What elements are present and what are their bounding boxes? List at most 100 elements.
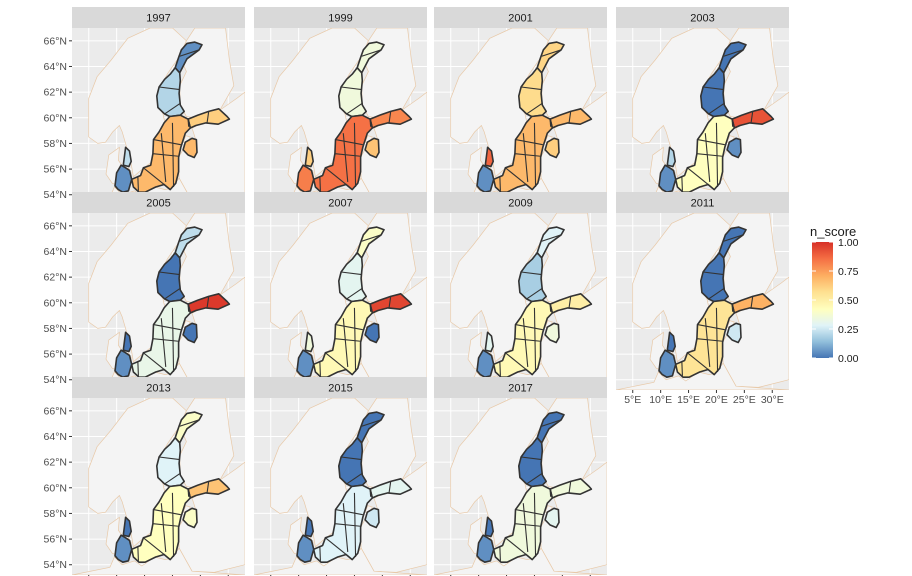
- assessment-unit-boundary: [520, 271, 542, 276]
- assessment-unit-boundary: [697, 324, 725, 331]
- assessment-unit-boundary: [361, 49, 382, 57]
- assessment-unit-boundary: [522, 503, 529, 552]
- assessment-unit-boundary: [499, 176, 501, 191]
- basin-baltic-proper: [674, 114, 736, 193]
- facet-strip-label: 2007: [328, 198, 352, 210]
- assessment-unit-boundary: [171, 122, 175, 188]
- facet-2017: 2017: [434, 377, 607, 575]
- assessment-unit-boundary: [696, 338, 723, 342]
- basin-bothnian-bay: [718, 41, 747, 74]
- basin-belt-sea: [658, 349, 677, 379]
- basin-bothnian-bay: [536, 411, 565, 444]
- basin-baltic-proper: [492, 114, 554, 193]
- basin-gulf-of-riga: [182, 507, 198, 529]
- facet-2001: 2001: [434, 7, 607, 205]
- basin-gulf-of-riga: [364, 507, 380, 529]
- assessment-unit-boundary: [731, 119, 734, 127]
- assessment-unit-boundary: [325, 167, 347, 185]
- basin-kattegat: [304, 331, 315, 353]
- facet-strip: [72, 192, 245, 213]
- assessment-unit-boundary: [549, 304, 552, 312]
- assessment-unit-boundary: [731, 304, 734, 312]
- facet-strip: [616, 7, 789, 28]
- assessment-unit-boundary: [750, 296, 754, 308]
- assessment-unit-boundary: [514, 338, 541, 342]
- basin-kattegat: [122, 331, 132, 353]
- assessment-unit-boundary: [137, 176, 139, 191]
- assessment-unit-boundary: [361, 419, 382, 427]
- assessment-unit-boundary: [171, 307, 175, 373]
- assessment-unit-boundary: [340, 86, 362, 91]
- basin-gulf-of-riga: [364, 322, 380, 344]
- assessment-unit-boundary: [696, 153, 723, 157]
- assessment-unit-boundary: [346, 473, 363, 485]
- legend-title: n_score: [810, 224, 856, 239]
- assessment-unit-boundary: [697, 139, 725, 146]
- assessment-unit-boundary: [708, 103, 725, 115]
- assessment-unit-boundary: [143, 352, 165, 370]
- basin-baltic-proper: [130, 484, 192, 564]
- assessment-unit-boundary: [319, 361, 321, 376]
- assessment-unit-boundary: [369, 304, 372, 312]
- facet-strip-label: 1999: [328, 13, 352, 25]
- y-tick-label: 60°N: [44, 482, 67, 494]
- assessment-unit-boundary: [533, 307, 537, 373]
- assessment-unit-boundary: [388, 111, 392, 123]
- facet-2007: 2007: [254, 192, 427, 390]
- assessment-unit-boundary: [541, 49, 562, 57]
- basin-gulf-of-riga: [726, 322, 742, 344]
- basin-belt-sea: [114, 164, 133, 193]
- assessment-unit-boundary: [505, 167, 527, 185]
- assessment-unit-boundary: [533, 122, 537, 188]
- assessment-unit-boundary: [520, 86, 542, 91]
- assessment-unit-boundary: [335, 509, 363, 516]
- assessment-unit-boundary: [704, 133, 711, 182]
- assessment-unit-boundary: [715, 307, 719, 373]
- basin-baltic-proper: [312, 114, 374, 193]
- assessment-unit-boundary: [164, 473, 181, 485]
- basin-kattegat: [484, 331, 495, 353]
- basin-belt-sea: [658, 164, 677, 193]
- basin-gulf-of-finland: [369, 477, 413, 499]
- basin-gulf-of-riga: [726, 137, 742, 159]
- assessment-unit-boundary: [206, 296, 210, 308]
- basin-gulf-of-riga: [544, 507, 560, 529]
- facet-2013: 2013: [72, 377, 245, 575]
- assessment-unit-boundary: [153, 509, 181, 516]
- assessment-unit-boundary: [522, 133, 529, 182]
- assessment-unit-boundary: [158, 456, 180, 461]
- assessment-unit-boundary: [153, 324, 181, 331]
- basin-baltic-proper: [674, 299, 736, 379]
- facet-strip-label: 2009: [508, 198, 532, 210]
- assessment-unit-boundary: [515, 139, 543, 146]
- assessment-unit-boundary: [361, 234, 382, 242]
- basin-baltic-proper: [130, 299, 192, 379]
- y-tick-label: 56°N: [44, 164, 67, 176]
- x-tick-label: 10°E: [649, 394, 672, 406]
- facet-2003: 2003: [616, 7, 789, 205]
- basin-gulf-of-riga: [544, 137, 560, 159]
- assessment-unit-boundary: [334, 338, 361, 342]
- assessment-unit-boundary: [143, 537, 165, 555]
- facet-2011: 2011: [616, 192, 789, 390]
- assessment-unit-boundary: [704, 318, 711, 367]
- basin-bothnian-bay: [356, 226, 385, 259]
- y-tick-label: 54°N: [44, 374, 67, 386]
- basin-gulf-of-finland: [187, 477, 231, 499]
- legend-tick-label: 0.00: [838, 353, 859, 365]
- basin-kattegat: [484, 516, 495, 538]
- legend-tick-label: 1.00: [838, 237, 859, 249]
- basin-belt-sea: [296, 164, 315, 193]
- assessment-unit-boundary: [152, 338, 179, 342]
- assessment-unit-boundary: [346, 103, 363, 115]
- assessment-unit-boundary: [158, 86, 180, 91]
- assessment-unit-boundary: [346, 288, 363, 300]
- assessment-unit-boundary: [340, 271, 362, 276]
- assessment-unit-boundary: [687, 167, 709, 185]
- assessment-unit-boundary: [520, 456, 542, 461]
- map-area: [434, 28, 607, 205]
- basin-belt-sea: [114, 349, 133, 379]
- assessment-unit-boundary: [388, 481, 392, 493]
- assessment-unit-boundary: [526, 103, 543, 115]
- basin-kattegat: [304, 146, 315, 168]
